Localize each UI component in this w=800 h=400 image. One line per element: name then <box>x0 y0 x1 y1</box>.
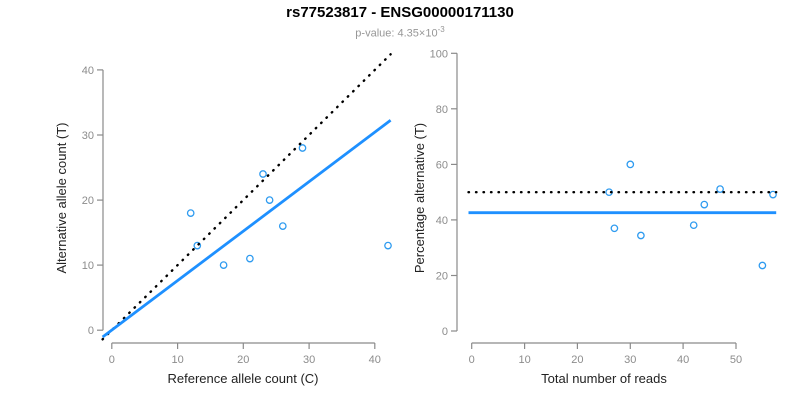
x-axis-tick-label: 40 <box>369 354 381 366</box>
data-point <box>758 261 767 270</box>
data-point <box>384 241 392 250</box>
data-point <box>716 185 724 193</box>
x-axis-tick-label: 50 <box>730 354 742 366</box>
data-point <box>278 222 287 230</box>
data-point <box>298 144 307 152</box>
y-axis-tick-label: 0 <box>442 326 448 338</box>
right-plot: 0 10 20 30 40 50 0 20 40 60 80 100 Total number of r… <box>412 48 778 386</box>
data-point <box>610 224 619 233</box>
x-axis-tick-label: 40 <box>677 354 689 366</box>
data-point <box>193 241 202 250</box>
y-axis-tick-label: 20 <box>82 195 94 207</box>
fit-line <box>101 119 392 339</box>
data-point <box>769 190 777 199</box>
y-axis-tick-label: 60 <box>436 159 448 171</box>
data-point <box>626 160 635 169</box>
left-plot: 0 10 20 30 40 0 10 20 30 40 Reference allele count… <box>54 53 392 386</box>
y-axis-title: Percentage alternative (T) <box>412 123 427 273</box>
x-axis-tick-label: 30 <box>624 354 636 366</box>
y-axis-tick-label: 20 <box>436 271 448 283</box>
y-axis-tick-label: 80 <box>436 104 448 116</box>
pvalue-text: p-value: 4.35×10 <box>355 27 438 40</box>
x-axis-tick-label: 20 <box>237 354 249 366</box>
y-axis-tick-label: 100 <box>430 48 448 60</box>
y-axis-tick-label: 40 <box>82 65 94 77</box>
pvalue-subtitle: p-value: 4.35×10-3 <box>0 25 800 40</box>
data-point <box>259 170 267 178</box>
data-point <box>700 200 709 209</box>
x-axis-title: Reference allele count (C) <box>167 371 318 386</box>
data-point <box>186 209 195 217</box>
pvalue-exponent: -3 <box>437 25 445 34</box>
data-point <box>246 254 254 263</box>
page-title: rs77523817 - ENSG00000171130 <box>286 4 514 21</box>
x-axis-tick-label: 20 <box>571 354 583 366</box>
y-axis-tick-label: 30 <box>82 130 94 142</box>
x-axis-title: Total number of reads <box>541 371 667 386</box>
data-point <box>219 261 228 269</box>
identity-line <box>101 53 392 341</box>
x-axis-tick-label: 0 <box>109 354 115 366</box>
data-point <box>689 221 698 230</box>
data-point <box>637 231 645 240</box>
x-axis-tick-label: 0 <box>469 354 475 366</box>
y-axis-tick-label: 10 <box>82 260 94 272</box>
y-axis-tick-label: 0 <box>88 325 94 337</box>
x-axis-tick-label: 30 <box>303 354 315 366</box>
data-point <box>265 196 274 204</box>
x-axis-tick-label: 10 <box>518 354 530 366</box>
y-axis-tick-label: 40 <box>436 215 448 227</box>
x-axis-tick-label: 10 <box>171 354 183 366</box>
y-axis-title: Alternative allele count (T) <box>54 122 69 273</box>
